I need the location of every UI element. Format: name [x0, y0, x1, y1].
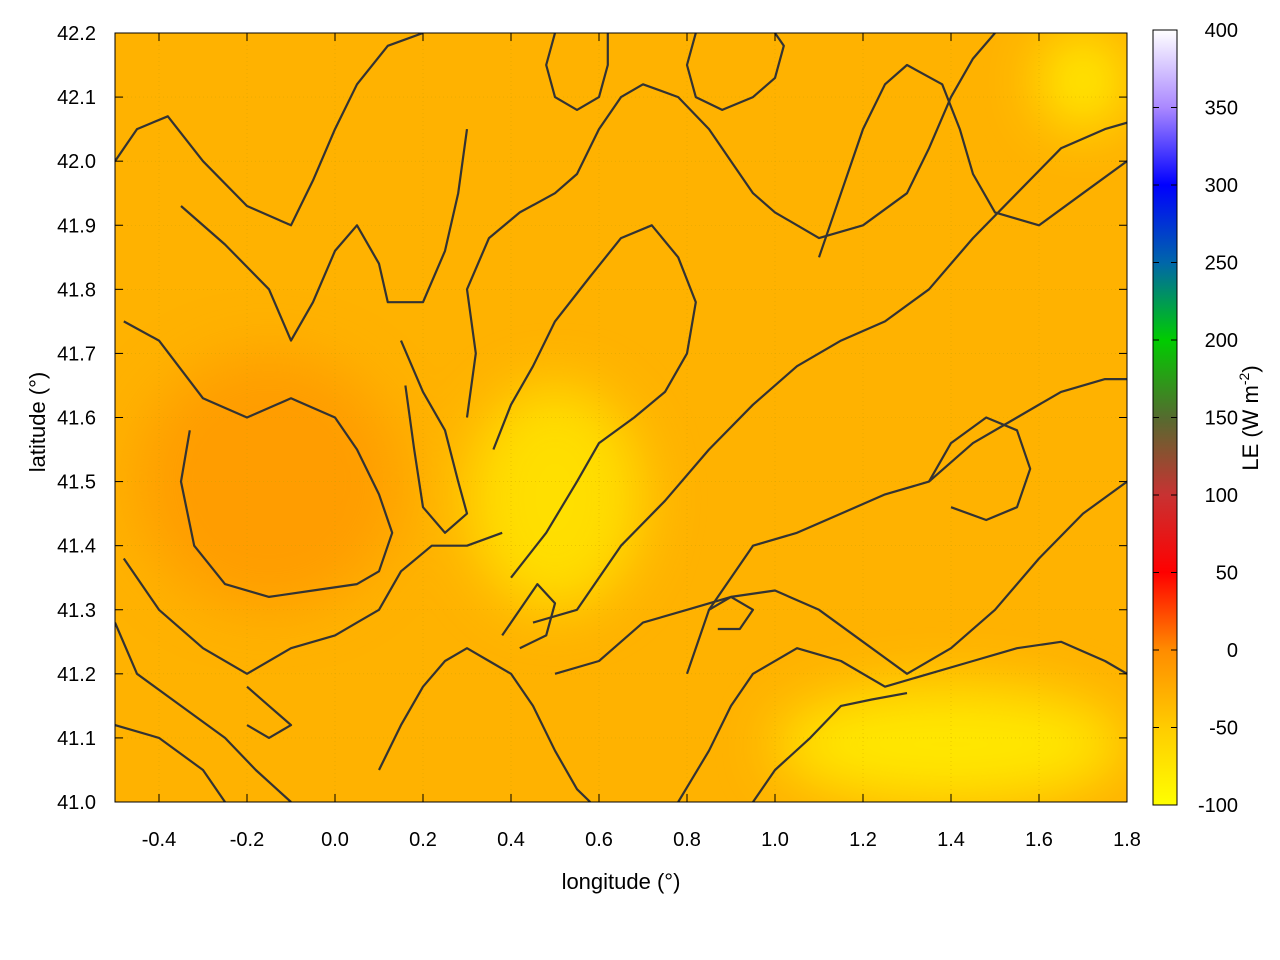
- contour-line: [928, 416, 1032, 522]
- colorbar-tick-label: 150: [1205, 408, 1238, 430]
- contour-line: [115, 724, 226, 802]
- contour-line: [545, 33, 609, 112]
- y-tick-label: 41.6: [57, 408, 96, 430]
- colorbar-tick-label: 400: [1205, 20, 1238, 42]
- y-tick-label: 41.7: [57, 343, 96, 365]
- contour-line: [752, 692, 908, 802]
- plot-area: [114, 32, 1128, 803]
- field-region-central-valley: [467, 385, 643, 610]
- colorbar-tick-label: 200: [1205, 330, 1238, 352]
- x-axis-ticks: -0.4 -0.2 0.0 0.2 0.4 0.6 0.8 1.0 1.2 1.4 1.6 1.8: [142, 33, 1141, 851]
- x-tick-label: 1.6: [1025, 829, 1053, 851]
- x-tick-label: -0.2: [230, 829, 264, 851]
- x-tick-label: 0.4: [497, 829, 525, 851]
- x-tick-label: 1.4: [937, 829, 965, 851]
- y-tick-label: 41.1: [57, 728, 96, 750]
- colorbar-tick-label: 50: [1216, 563, 1238, 585]
- colorbar-ticks: -100 -50 0 50 100 150 200 250 300 350 400: [1153, 20, 1238, 817]
- colorbar-tick-label: -50: [1209, 718, 1238, 740]
- contour-line: [554, 480, 1127, 675]
- colorbar-tick-label: 350: [1205, 98, 1238, 120]
- x-tick-label: 0.2: [409, 829, 437, 851]
- contour-line: [817, 63, 1127, 258]
- contour-line: [685, 33, 785, 112]
- x-tick-label: 1.2: [849, 829, 877, 851]
- colorbar-tick-label: 0: [1227, 640, 1238, 662]
- contour-line: [532, 121, 1127, 624]
- contour-line: [180, 128, 469, 342]
- colorbar-label: LE (W m-2): [1236, 365, 1263, 470]
- x-tick-label: 1.0: [761, 829, 789, 851]
- field-region-western-plain: [137, 353, 401, 610]
- y-axis-label: latitude (°): [25, 372, 50, 473]
- contour-line: [115, 33, 424, 227]
- contour-line: [708, 595, 755, 631]
- contour-line: [399, 340, 469, 534]
- colorbar-label-superscript: -2: [1236, 372, 1252, 385]
- contour-line: [123, 320, 394, 599]
- contour-line: [677, 640, 1127, 802]
- x-tick-label: 0.0: [321, 829, 349, 851]
- colorbar: -100 -50 0 50 100 150 200 250 300 350 400 LE (W m-…: [1152, 20, 1263, 817]
- y-tick-label: 41.8: [57, 279, 96, 301]
- contour-line: [685, 378, 1127, 675]
- y-tick-label: 41.3: [57, 600, 96, 622]
- y-tick-label: 42.1: [57, 87, 96, 109]
- y-tick-label: 42.2: [57, 23, 96, 45]
- colorbar-tick-label: 250: [1205, 253, 1238, 275]
- contour-lines: [115, 33, 1127, 802]
- contour-line: [501, 582, 557, 650]
- y-tick-label: 41.9: [57, 215, 96, 237]
- y-tick-label: 41.2: [57, 664, 96, 686]
- field-region-ne-corner: [1039, 33, 1127, 130]
- y-tick-label: 42.0: [57, 151, 96, 173]
- colorbar-label-main: LE (W m: [1238, 385, 1263, 471]
- colorbar-label-close: ): [1238, 365, 1263, 372]
- x-axis-label: longitude (°): [562, 869, 681, 894]
- contour-line: [246, 685, 293, 740]
- y-tick-label: 41.0: [57, 792, 96, 814]
- y-tick-label: 41.5: [57, 472, 96, 494]
- x-tick-label: -0.4: [142, 829, 176, 851]
- contour-line: [492, 224, 697, 579]
- y-axis-ticks: 41.0 41.1 41.2 41.3 41.4 41.5 41.6 41.7 41.8 41.9…: [57, 23, 1127, 814]
- contour-line: [115, 622, 292, 802]
- x-tick-label: 0.6: [585, 829, 613, 851]
- colorbar-tick-label: -100: [1198, 795, 1238, 817]
- contour-line: [122, 531, 503, 675]
- contour-line: [378, 647, 591, 802]
- field-region-coastal-sea: [775, 686, 1127, 802]
- colorbar-tick-label: 300: [1205, 175, 1238, 197]
- contour-line: [465, 33, 996, 418]
- x-tick-label: 0.8: [673, 829, 701, 851]
- colorbar-tick-label: 100: [1205, 485, 1238, 507]
- y-tick-label: 41.4: [57, 536, 96, 558]
- x-tick-label: 1.8: [1113, 829, 1141, 851]
